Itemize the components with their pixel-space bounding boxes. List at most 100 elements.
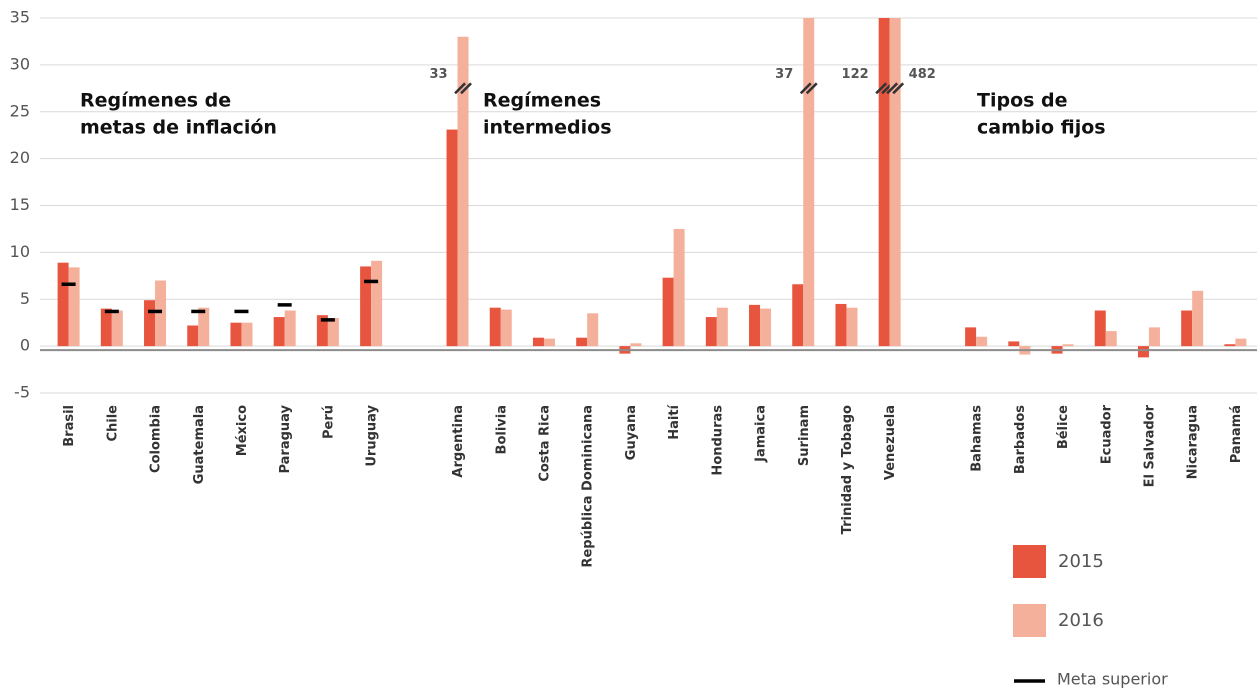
bar <box>576 337 588 347</box>
bar <box>705 317 717 347</box>
legend-swatch <box>1013 604 1046 637</box>
y-tick-label: 25 <box>10 101 30 120</box>
x-tick: Barbados <box>1013 405 1028 474</box>
x-tick: Brasil <box>62 405 77 447</box>
bar <box>187 325 199 347</box>
bar <box>1192 290 1204 347</box>
bar <box>532 337 544 347</box>
bar <box>100 308 112 347</box>
x-tick: Perú <box>321 405 336 439</box>
x-tick-label: Barbados <box>1013 405 1028 474</box>
x-tick-label: Perú <box>321 405 336 439</box>
y-tick-label: 5 <box>20 289 30 308</box>
x-tick: Surinam <box>797 405 812 466</box>
x-tick-label: Ecuador <box>1099 404 1114 464</box>
x-tick-label: Brasil <box>62 405 77 447</box>
axis-break <box>454 82 466 95</box>
group-label: cambio fijos <box>977 117 1106 139</box>
x-tick: Trinidad y Tobago <box>840 405 855 534</box>
bar <box>1224 344 1236 347</box>
bar <box>457 36 469 347</box>
x-tick-label: Colombia <box>149 405 164 473</box>
x-tick-label: Nicaragua <box>1186 405 1201 479</box>
y-tick-label: 15 <box>10 195 30 214</box>
x-tick-label: Surinam <box>797 405 812 466</box>
axis-break <box>799 82 812 95</box>
bar <box>878 18 890 347</box>
x-tick: Costa Rica <box>537 405 552 482</box>
bar <box>1008 341 1020 347</box>
data-label: 33 <box>429 67 447 82</box>
x-tick: Ecuador <box>1099 404 1114 464</box>
x-tick: Haití <box>667 403 682 439</box>
x-tick: Bélice <box>1056 405 1071 449</box>
bar <box>1062 344 1074 347</box>
bar <box>1094 310 1106 347</box>
bar <box>803 18 815 347</box>
bar <box>111 310 123 347</box>
bar <box>716 307 728 347</box>
bar <box>284 310 296 347</box>
x-tick: Panamá <box>1229 405 1244 463</box>
x-tick-label: Trinidad y Tobago <box>840 405 855 534</box>
group-label: metas de inflación <box>80 117 277 139</box>
x-tick-label: Bolivia <box>494 405 509 454</box>
bar <box>155 280 167 347</box>
legend-swatch <box>1013 545 1046 578</box>
bar <box>835 303 847 347</box>
x-tick-label: República Dominicana <box>581 405 596 568</box>
x-tick-label: Guatemala <box>192 405 207 484</box>
legend-label: 2015 <box>1058 551 1104 572</box>
data-label: 37 <box>775 67 793 82</box>
x-tick-label: Chile <box>105 405 120 442</box>
bar <box>965 327 977 347</box>
x-tick: Jamaica <box>754 405 769 463</box>
legend-label: 2016 <box>1058 610 1104 631</box>
x-tick-label: Haití <box>667 403 682 439</box>
x-tick: Guyana <box>624 405 639 460</box>
x-tick: Guatemala <box>192 405 207 484</box>
x-tick: Paraguay <box>278 404 293 473</box>
axis-break <box>805 82 818 95</box>
bar <box>230 322 242 347</box>
bar <box>846 307 858 347</box>
axis-break <box>886 82 899 95</box>
y-tick-label: 30 <box>10 54 30 73</box>
x-tick-label: Venezuela <box>883 405 898 480</box>
group-label: Regímenes de <box>80 90 231 112</box>
x-tick-label: Uruguay <box>365 404 380 466</box>
bar <box>792 284 804 347</box>
bar <box>1235 338 1247 347</box>
bar <box>371 260 383 347</box>
bar <box>760 308 772 347</box>
x-tick: Chile <box>105 405 120 442</box>
x-tick-label: Guyana <box>624 405 639 460</box>
x-tick-label: Bélice <box>1056 405 1071 449</box>
x-tick: Bahamas <box>970 405 985 472</box>
bar <box>446 129 458 347</box>
group-label: Tipos de <box>977 90 1068 112</box>
axis-break <box>875 82 888 95</box>
x-tick: Colombia <box>149 405 164 473</box>
bar <box>316 315 328 347</box>
x-tick-label: Costa Rica <box>537 405 552 482</box>
x-tick-label: Argentina <box>451 405 466 478</box>
y-tick-label: 35 <box>10 8 30 27</box>
x-tick-label: Jamaica <box>754 405 769 463</box>
bar <box>662 277 674 347</box>
x-tick-label: México <box>235 405 250 456</box>
x-tick-label: El Salvador <box>1142 404 1157 487</box>
x-tick: Venezuela <box>883 405 898 480</box>
bar <box>327 318 339 347</box>
x-tick: El Salvador <box>1142 404 1157 487</box>
axis-break <box>892 82 905 95</box>
x-tick-label: Honduras <box>710 405 725 476</box>
bar <box>360 266 372 347</box>
x-tick: México <box>235 405 250 456</box>
bar <box>889 18 901 347</box>
axis-break <box>460 82 472 95</box>
x-tick: Honduras <box>710 405 725 476</box>
data-label: 122 <box>842 67 869 82</box>
bar <box>1148 327 1160 347</box>
